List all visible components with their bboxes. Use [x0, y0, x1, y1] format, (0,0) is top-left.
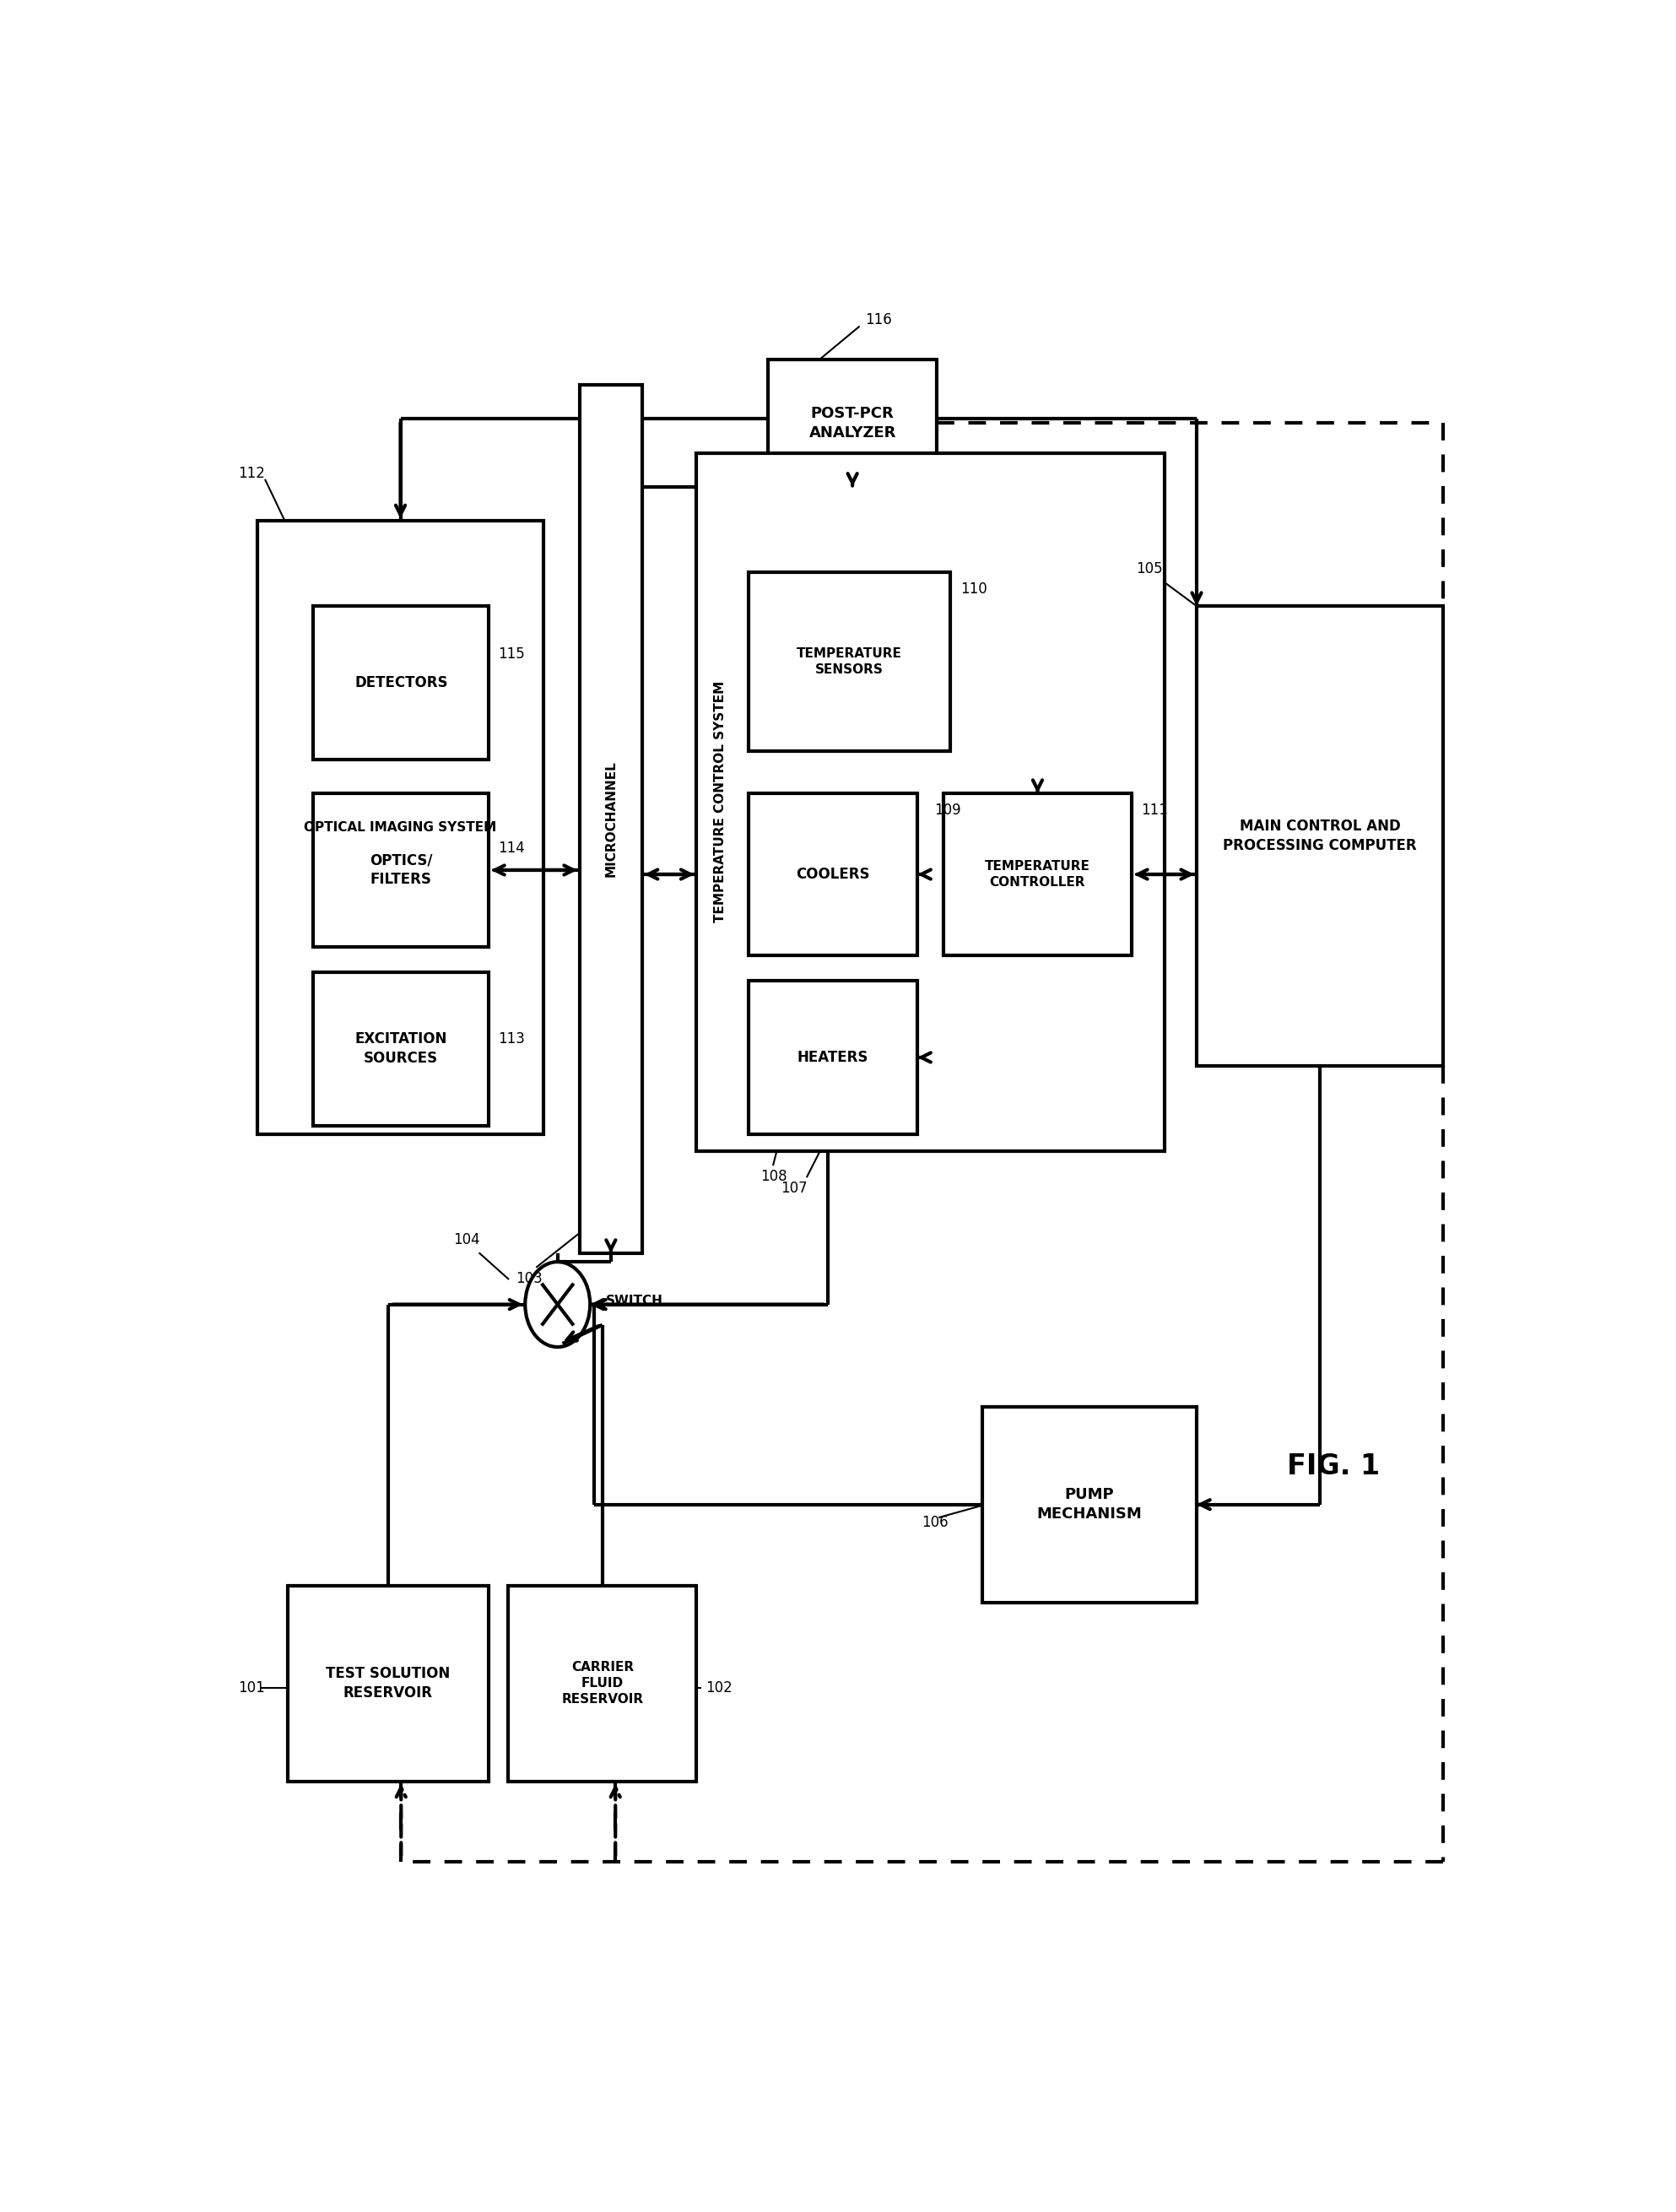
Text: EXCITATION
SOURCES: EXCITATION SOURCES	[355, 1031, 447, 1066]
Text: TEMPERATURE CONTROL SYSTEM: TEMPERATURE CONTROL SYSTEM	[714, 681, 726, 922]
Bar	[508, 1586, 697, 1781]
Text: 101: 101	[238, 1681, 265, 1694]
Bar	[288, 1586, 489, 1781]
Text: TEST SOLUTION
RESERVOIR: TEST SOLUTION RESERVOIR	[325, 1666, 451, 1701]
Text: TEMPERATURE
SENSORS: TEMPERATURE SENSORS	[796, 648, 902, 677]
Text: SWITCH: SWITCH	[605, 1294, 664, 1307]
Text: 112: 112	[238, 467, 265, 480]
Text: 110: 110	[960, 582, 987, 597]
Bar	[258, 520, 543, 1135]
Bar	[697, 453, 1165, 1150]
Text: 106: 106	[922, 1515, 949, 1531]
Text: MICROCHANNEL: MICROCHANNEL	[605, 761, 617, 878]
Bar	[313, 606, 489, 759]
Text: 104: 104	[454, 1232, 481, 1248]
Text: 108: 108	[761, 1170, 788, 1183]
Text: COOLERS: COOLERS	[796, 867, 870, 883]
Bar	[1197, 606, 1443, 1066]
Bar	[313, 973, 489, 1126]
Text: OPTICS/
FILTERS: OPTICS/ FILTERS	[370, 854, 432, 887]
Bar	[982, 1407, 1197, 1601]
Text: 105: 105	[1136, 562, 1161, 575]
Text: 113: 113	[498, 1031, 525, 1046]
Text: 115: 115	[498, 646, 525, 661]
Text: PUMP
MECHANISM: PUMP MECHANISM	[1037, 1486, 1141, 1522]
Text: 102: 102	[706, 1681, 732, 1694]
Bar	[768, 358, 937, 487]
Text: DETECTORS: DETECTORS	[354, 675, 447, 690]
Text: OPTICAL IMAGING SYSTEM: OPTICAL IMAGING SYSTEM	[303, 821, 496, 834]
Bar	[313, 794, 489, 947]
Text: 107: 107	[781, 1181, 808, 1197]
Text: POST-PCR
ANALYZER: POST-PCR ANALYZER	[810, 405, 897, 440]
Text: 109: 109	[934, 803, 960, 818]
Text: 114: 114	[498, 841, 525, 856]
Text: MAIN CONTROL AND
PROCESSING COMPUTER: MAIN CONTROL AND PROCESSING COMPUTER	[1223, 818, 1416, 854]
Bar	[749, 980, 917, 1135]
Text: HEATERS: HEATERS	[798, 1051, 868, 1064]
Bar	[749, 573, 950, 750]
Text: FIG. 1: FIG. 1	[1287, 1453, 1379, 1480]
Bar	[580, 385, 642, 1254]
Bar	[749, 794, 917, 956]
Bar	[944, 794, 1131, 956]
Text: 116: 116	[865, 312, 892, 327]
Text: TEMPERATURE
CONTROLLER: TEMPERATURE CONTROLLER	[985, 860, 1091, 889]
Text: 111: 111	[1141, 803, 1168, 818]
Text: 103: 103	[516, 1272, 543, 1287]
Text: CARRIER
FLUID
RESERVOIR: CARRIER FLUID RESERVOIR	[561, 1661, 644, 1705]
